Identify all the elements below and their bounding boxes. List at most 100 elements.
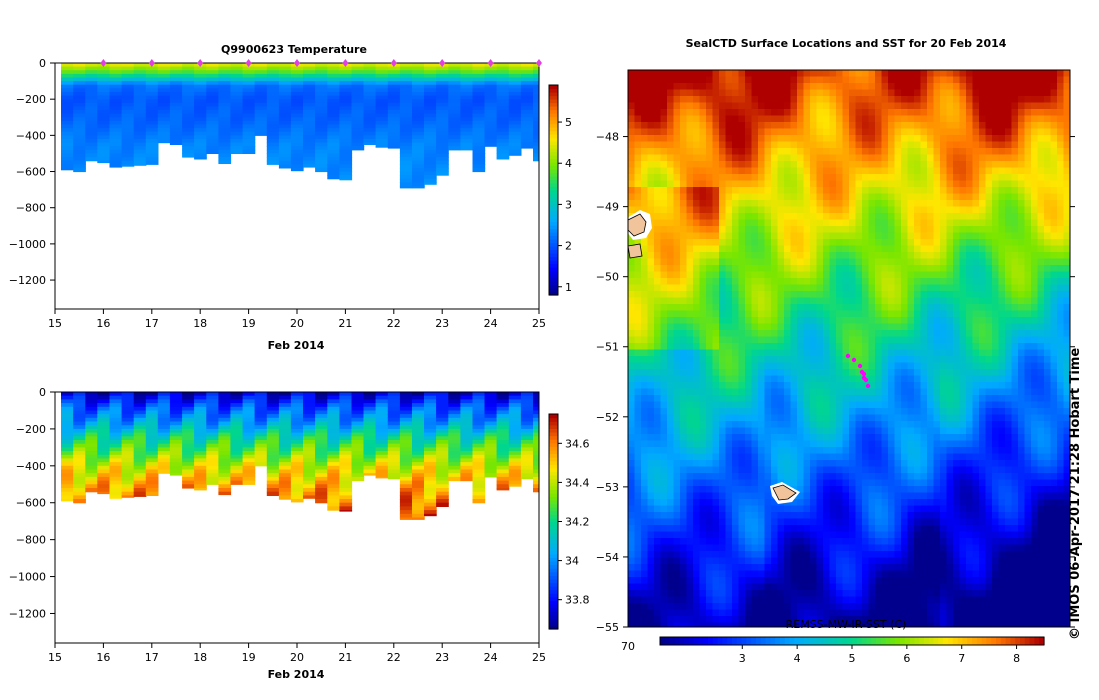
- sst-cell: [1018, 89, 1026, 97]
- section-cell: [133, 488, 147, 493]
- section-cell: [278, 454, 292, 460]
- section-cell: [315, 392, 328, 397]
- section-cell: [230, 395, 244, 400]
- section-cell: [472, 135, 486, 140]
- section-cell: [436, 171, 449, 176]
- sst-cell: [1031, 271, 1039, 279]
- section-cell: [133, 421, 147, 426]
- sst-cell: [797, 76, 805, 84]
- sst-cell: [686, 187, 694, 195]
- colorbar-segment: [549, 428, 558, 433]
- sst-cell: [940, 167, 948, 175]
- sst-cell: [888, 148, 896, 156]
- sst-cell: [745, 70, 753, 78]
- sst-cell: [693, 161, 701, 169]
- sst-cell: [953, 115, 961, 123]
- sst-cell: [1063, 70, 1070, 78]
- section-cell: [315, 167, 328, 173]
- sst-cell: [777, 310, 785, 318]
- section-cell: [242, 70, 256, 75]
- section-cell: [278, 410, 292, 415]
- section-cell: [206, 399, 219, 404]
- section-cell: [169, 63, 183, 68]
- section-cell: [157, 117, 171, 122]
- section-cell: [169, 81, 183, 86]
- sst-cell: [1018, 297, 1026, 305]
- sst-cell: [940, 148, 948, 156]
- section-cell: [484, 88, 498, 93]
- section-cell: [533, 102, 539, 107]
- sst-cell: [901, 213, 909, 221]
- section-cell: [412, 491, 425, 496]
- sst-cell: [888, 265, 896, 273]
- section-cell: [242, 465, 256, 471]
- sst-cell: [758, 297, 766, 305]
- section-cell: [387, 454, 401, 460]
- sst-cell: [654, 284, 662, 292]
- section-cell: [412, 399, 425, 404]
- sst-cell: [693, 115, 701, 123]
- sst-cell: [940, 115, 948, 123]
- section-cell: [315, 106, 328, 111]
- section-cell: [484, 432, 498, 437]
- sst-cell: [836, 297, 844, 305]
- sst-cell: [732, 76, 740, 84]
- sst-cell: [680, 278, 688, 286]
- sst-cell: [855, 135, 863, 143]
- section-cell: [157, 66, 171, 71]
- sst-cell: [894, 297, 902, 305]
- sst-cell: [738, 200, 746, 208]
- section-cell: [327, 432, 340, 437]
- sst-cell: [725, 265, 733, 273]
- sst-cell: [777, 213, 785, 221]
- section-cell: [290, 142, 304, 147]
- sst-cell: [706, 265, 714, 273]
- sst-cell: [1037, 278, 1045, 286]
- section-cell: [412, 77, 425, 82]
- section-cell: [399, 473, 413, 478]
- section-cell: [520, 451, 534, 456]
- section-cell: [145, 432, 159, 437]
- x-tick-label: 21: [338, 651, 352, 664]
- section-cell: [448, 113, 461, 118]
- sst-cell: [784, 96, 792, 104]
- sst-cell: [1044, 161, 1052, 169]
- section-cell: [290, 414, 304, 419]
- section-cell: [460, 110, 474, 115]
- sst-cell: [1031, 83, 1039, 91]
- sst-cell: [634, 135, 642, 143]
- sst-cell: [907, 122, 915, 130]
- sst-cell: [667, 291, 675, 299]
- section-cell: [97, 113, 110, 118]
- sst-cell: [719, 76, 727, 84]
- section-cell: [169, 392, 183, 397]
- colorbar-segment: [549, 421, 558, 426]
- sst-cell: [1018, 122, 1026, 130]
- sst-cell: [979, 278, 987, 286]
- sst-cell: [680, 310, 688, 318]
- section-cell: [496, 73, 510, 79]
- sst-cell: [888, 219, 896, 227]
- section-cell: [133, 443, 147, 448]
- sst-cell: [693, 219, 701, 227]
- sst-cell: [738, 122, 746, 130]
- section-cell: [242, 77, 256, 82]
- sst-cell: [985, 219, 993, 227]
- section-cell: [242, 443, 256, 448]
- sst-cell: [699, 115, 707, 123]
- section-cell: [533, 406, 539, 412]
- section-cell: [533, 70, 539, 75]
- section-cell: [496, 128, 510, 133]
- sst-cell: [1037, 291, 1045, 299]
- sst-cell: [758, 83, 766, 91]
- section-cell: [351, 443, 365, 448]
- section-cell: [387, 139, 401, 144]
- section-cell: [242, 99, 256, 104]
- sst-cell: [706, 278, 714, 286]
- sst-cell: [803, 239, 811, 247]
- section-cell: [73, 462, 86, 467]
- sst-cell: [790, 70, 798, 78]
- sst-cell: [667, 213, 675, 221]
- section-cell: [484, 91, 498, 97]
- sst-cell: [836, 193, 844, 201]
